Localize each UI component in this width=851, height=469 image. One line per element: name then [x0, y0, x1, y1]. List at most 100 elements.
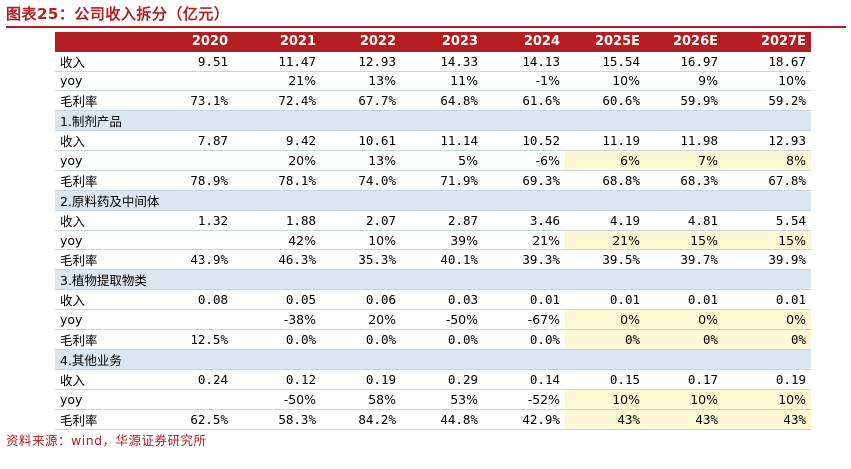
value-cell: 6% — [565, 150, 645, 171]
table-row: 收入 0.24 0.12 0.19 0.29 0.14 0.15 0.17 0.19 — [55, 369, 811, 391]
title-divider — [6, 26, 846, 28]
table-row: 收入 1.32 1.88 2.07 2.87 3.46 4.19 4.81 5.54 — [55, 210, 811, 231]
value-cell: 44.8% — [401, 409, 483, 430]
value-cell: 43% — [723, 409, 811, 430]
table-row: 毛利率 12.5% 0.0% 0.0% 0.0% 0.0% 0% 0% 0% — [55, 329, 811, 351]
value-cell: 12.5% — [145, 329, 233, 351]
table-row: 毛利率 73.1% 72.4% 67.7% 64.8% 61.6% 60.6% 59.9% 59… — [55, 90, 811, 112]
value-cell: 2.87 — [401, 210, 483, 231]
header-year-cell: 2023 — [401, 32, 483, 52]
value-cell: 73.1% — [145, 90, 233, 112]
value-cell: 13% — [321, 150, 401, 171]
value-cell: 0% — [645, 329, 723, 351]
section-label: 2.原料药及中间体 — [55, 190, 811, 211]
value-cell: 0.01 — [565, 289, 645, 311]
value-cell: 9.42 — [233, 130, 321, 152]
value-cell: 10% — [723, 389, 811, 410]
value-cell: 21% — [483, 230, 565, 251]
value-cell: 43% — [645, 409, 723, 430]
table-body: 收入 9.51 11.47 12.93 14.33 14.13 15.54 16.97 18.6… — [55, 51, 811, 430]
value-cell: 68.3% — [645, 170, 723, 191]
value-cell: 0.0% — [321, 329, 401, 351]
value-cell: -38% — [233, 309, 321, 331]
value-cell: 0.05 — [233, 289, 321, 311]
header-year-cell: 2020 — [145, 32, 233, 52]
value-cell: 53% — [401, 389, 483, 410]
value-cell — [145, 389, 233, 410]
value-cell: 9.51 — [145, 51, 233, 72]
value-cell: 39.9% — [723, 249, 811, 271]
value-cell: 7.87 — [145, 130, 233, 152]
value-cell: 58.3% — [233, 409, 321, 430]
value-cell: 10% — [723, 71, 811, 92]
value-cell: 39.5% — [565, 249, 645, 271]
value-cell: 11% — [401, 71, 483, 92]
value-cell: 21% — [233, 71, 321, 92]
row-label: 收入 — [55, 130, 145, 152]
value-cell: 84.2% — [321, 409, 401, 430]
value-cell: 0.12 — [233, 369, 321, 391]
value-cell: 18.67 — [723, 51, 811, 72]
value-cell: 59.9% — [645, 90, 723, 112]
value-cell: 62.5% — [145, 409, 233, 430]
row-label: yoy — [55, 230, 145, 251]
value-cell: 12.93 — [723, 130, 811, 152]
value-cell: 72.4% — [233, 90, 321, 112]
header-label-cell — [55, 32, 145, 52]
value-cell: 4.81 — [645, 210, 723, 231]
section-row: 2.原料药及中间体 — [55, 190, 811, 211]
value-cell: -50% — [233, 389, 321, 410]
value-cell: 67.8% — [723, 170, 811, 191]
value-cell: 1.32 — [145, 210, 233, 231]
value-cell: 71.9% — [401, 170, 483, 191]
value-cell: 1.88 — [233, 210, 321, 231]
value-cell: 42.9% — [483, 409, 565, 430]
section-row: 1.制剂产品 — [55, 110, 811, 132]
value-cell: 35.3% — [321, 249, 401, 271]
header-year-cell: 2025E — [565, 32, 645, 52]
value-cell: 15% — [723, 230, 811, 251]
revenue-breakdown-table: 2020 2021 2022 2023 2024 2025E 2026E 2027E 收入 9.… — [55, 32, 811, 430]
value-cell: 0% — [565, 309, 645, 331]
value-cell: 0.06 — [321, 289, 401, 311]
header-year-cell: 2027E — [723, 32, 811, 52]
value-cell: -6% — [483, 150, 565, 171]
value-cell: 14.13 — [483, 51, 565, 72]
value-cell: 3.46 — [483, 210, 565, 231]
row-label: yoy — [55, 309, 145, 331]
row-label: 收入 — [55, 289, 145, 311]
value-cell: 0.17 — [645, 369, 723, 391]
value-cell: 0% — [723, 309, 811, 331]
value-cell: 9% — [645, 71, 723, 92]
value-cell: 78.1% — [233, 170, 321, 191]
value-cell: -50% — [401, 309, 483, 331]
value-cell — [145, 71, 233, 92]
value-cell: 13% — [321, 71, 401, 92]
value-cell: 40.1% — [401, 249, 483, 271]
value-cell: 20% — [233, 150, 321, 171]
value-cell: 46.3% — [233, 249, 321, 271]
value-cell: 20% — [321, 309, 401, 331]
value-cell: 0.01 — [483, 289, 565, 311]
value-cell: 2.07 — [321, 210, 401, 231]
table-row: 毛利率 43.9% 46.3% 35.3% 40.1% 39.3% 39.5% 39.7% 39… — [55, 249, 811, 271]
value-cell: 10.61 — [321, 130, 401, 152]
value-cell: 64.8% — [401, 90, 483, 112]
value-cell: 0.01 — [645, 289, 723, 311]
value-cell: 0.15 — [565, 369, 645, 391]
row-label: 毛利率 — [55, 170, 145, 191]
value-cell — [145, 309, 233, 331]
value-cell: 0.08 — [145, 289, 233, 311]
value-cell: 39.3% — [483, 249, 565, 271]
table-row: yoy -38% 20% -50% -67% 0% 0% 0% — [55, 309, 811, 331]
value-cell: 0.24 — [145, 369, 233, 391]
table-row: yoy -50% 58% 53% -52% 10% 10% 10% — [55, 389, 811, 410]
value-cell: 0% — [565, 329, 645, 351]
value-cell: 10% — [565, 71, 645, 92]
value-cell: 4.19 — [565, 210, 645, 231]
value-cell: 11.14 — [401, 130, 483, 152]
value-cell: 61.6% — [483, 90, 565, 112]
value-cell: 11.98 — [645, 130, 723, 152]
section-label: 3.植物提取物类 — [55, 269, 811, 291]
table-row: 收入 9.51 11.47 12.93 14.33 14.13 15.54 16.97 18.6… — [55, 51, 811, 72]
